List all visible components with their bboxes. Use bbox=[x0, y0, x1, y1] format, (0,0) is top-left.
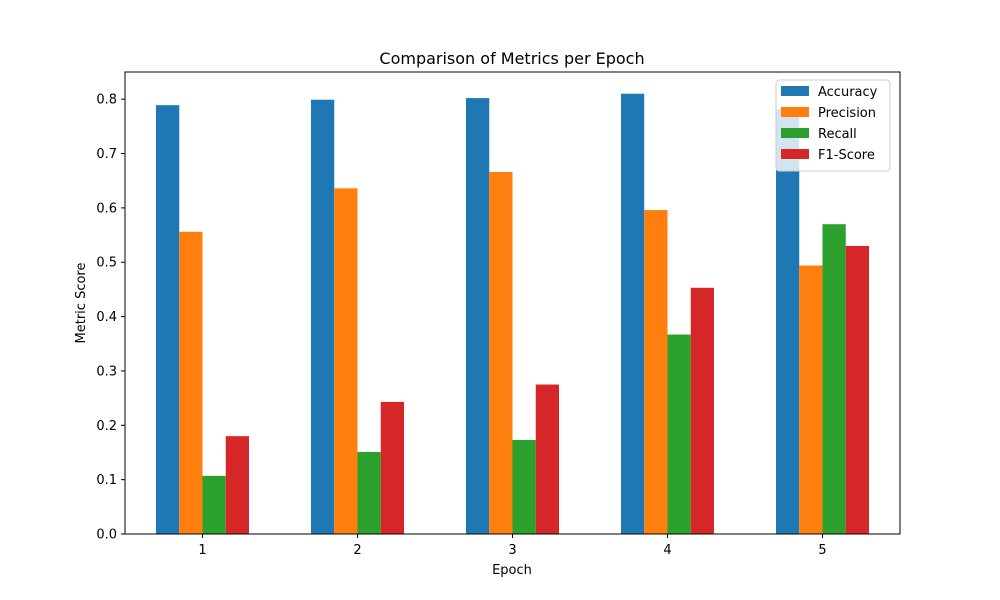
bar-accuracy-epoch-5 bbox=[776, 109, 800, 534]
y-tick-label: 0.2 bbox=[96, 419, 117, 434]
y-axis-title: Metric Score bbox=[74, 263, 89, 344]
bar-accuracy-epoch-1 bbox=[156, 105, 180, 534]
bar-f1-score-epoch-2 bbox=[380, 401, 404, 534]
bar-precision-epoch-3 bbox=[489, 172, 513, 535]
bar-f1-score-epoch-3 bbox=[535, 384, 559, 534]
x-tick-label: 1 bbox=[198, 543, 206, 558]
bar-accuracy-epoch-3 bbox=[466, 98, 490, 534]
bar-recall-epoch-4 bbox=[667, 334, 691, 534]
chart-title: Comparison of Metrics per Epoch bbox=[379, 49, 644, 68]
bar-recall-epoch-3 bbox=[512, 439, 536, 534]
legend-label-precision: Precision bbox=[818, 106, 876, 121]
bar-precision-epoch-1 bbox=[179, 231, 203, 534]
legend: Accuracy Precision Recall F1-Score bbox=[775, 79, 891, 172]
bar-accuracy-epoch-4 bbox=[621, 93, 645, 534]
y-tick-label: 0.7 bbox=[96, 147, 117, 162]
legend-box bbox=[775, 79, 891, 172]
x-axis-title: Epoch bbox=[492, 563, 532, 578]
legend-swatch-precision bbox=[781, 107, 809, 117]
plot-area: 0.0 0.1 0.2 0.3 0.4 0.5 0.6 0.7 0.8 1 2 3 4 5 bbox=[96, 71, 901, 558]
y-tick-label: 0.3 bbox=[96, 364, 117, 379]
y-tick-label: 0.6 bbox=[96, 201, 117, 216]
bar-precision-epoch-5 bbox=[799, 265, 823, 534]
y-tick-label: 0.4 bbox=[96, 310, 117, 325]
bar-precision-epoch-4 bbox=[644, 210, 668, 535]
legend-label-f1-score: F1-Score bbox=[818, 148, 875, 163]
legend-swatch-f1-score bbox=[781, 149, 809, 159]
bar-f1-score-epoch-1 bbox=[225, 436, 249, 534]
x-tick-label: 5 bbox=[818, 543, 826, 558]
y-tick-label: 0.5 bbox=[96, 256, 117, 271]
legend-swatch-recall bbox=[781, 128, 809, 138]
legend-swatch-accuracy bbox=[781, 86, 809, 96]
x-tick-label: 4 bbox=[663, 543, 671, 558]
y-tick-label: 0.8 bbox=[96, 93, 117, 108]
bar-precision-epoch-2 bbox=[334, 188, 358, 534]
bar-recall-epoch-5 bbox=[822, 224, 846, 534]
x-tick-label: 2 bbox=[353, 543, 361, 558]
bar-f1-score-epoch-4 bbox=[690, 287, 714, 534]
y-tick-label: 0.0 bbox=[96, 528, 117, 543]
x-tick-label: 3 bbox=[508, 543, 516, 558]
legend-label-accuracy: Accuracy bbox=[818, 85, 878, 100]
bar-recall-epoch-1 bbox=[202, 475, 226, 534]
bar-accuracy-epoch-2 bbox=[311, 99, 335, 534]
bar-recall-epoch-2 bbox=[357, 451, 381, 534]
legend-label-recall: Recall bbox=[818, 127, 857, 142]
bar-f1-score-epoch-5 bbox=[845, 245, 869, 534]
y-tick-label: 0.1 bbox=[96, 473, 117, 488]
